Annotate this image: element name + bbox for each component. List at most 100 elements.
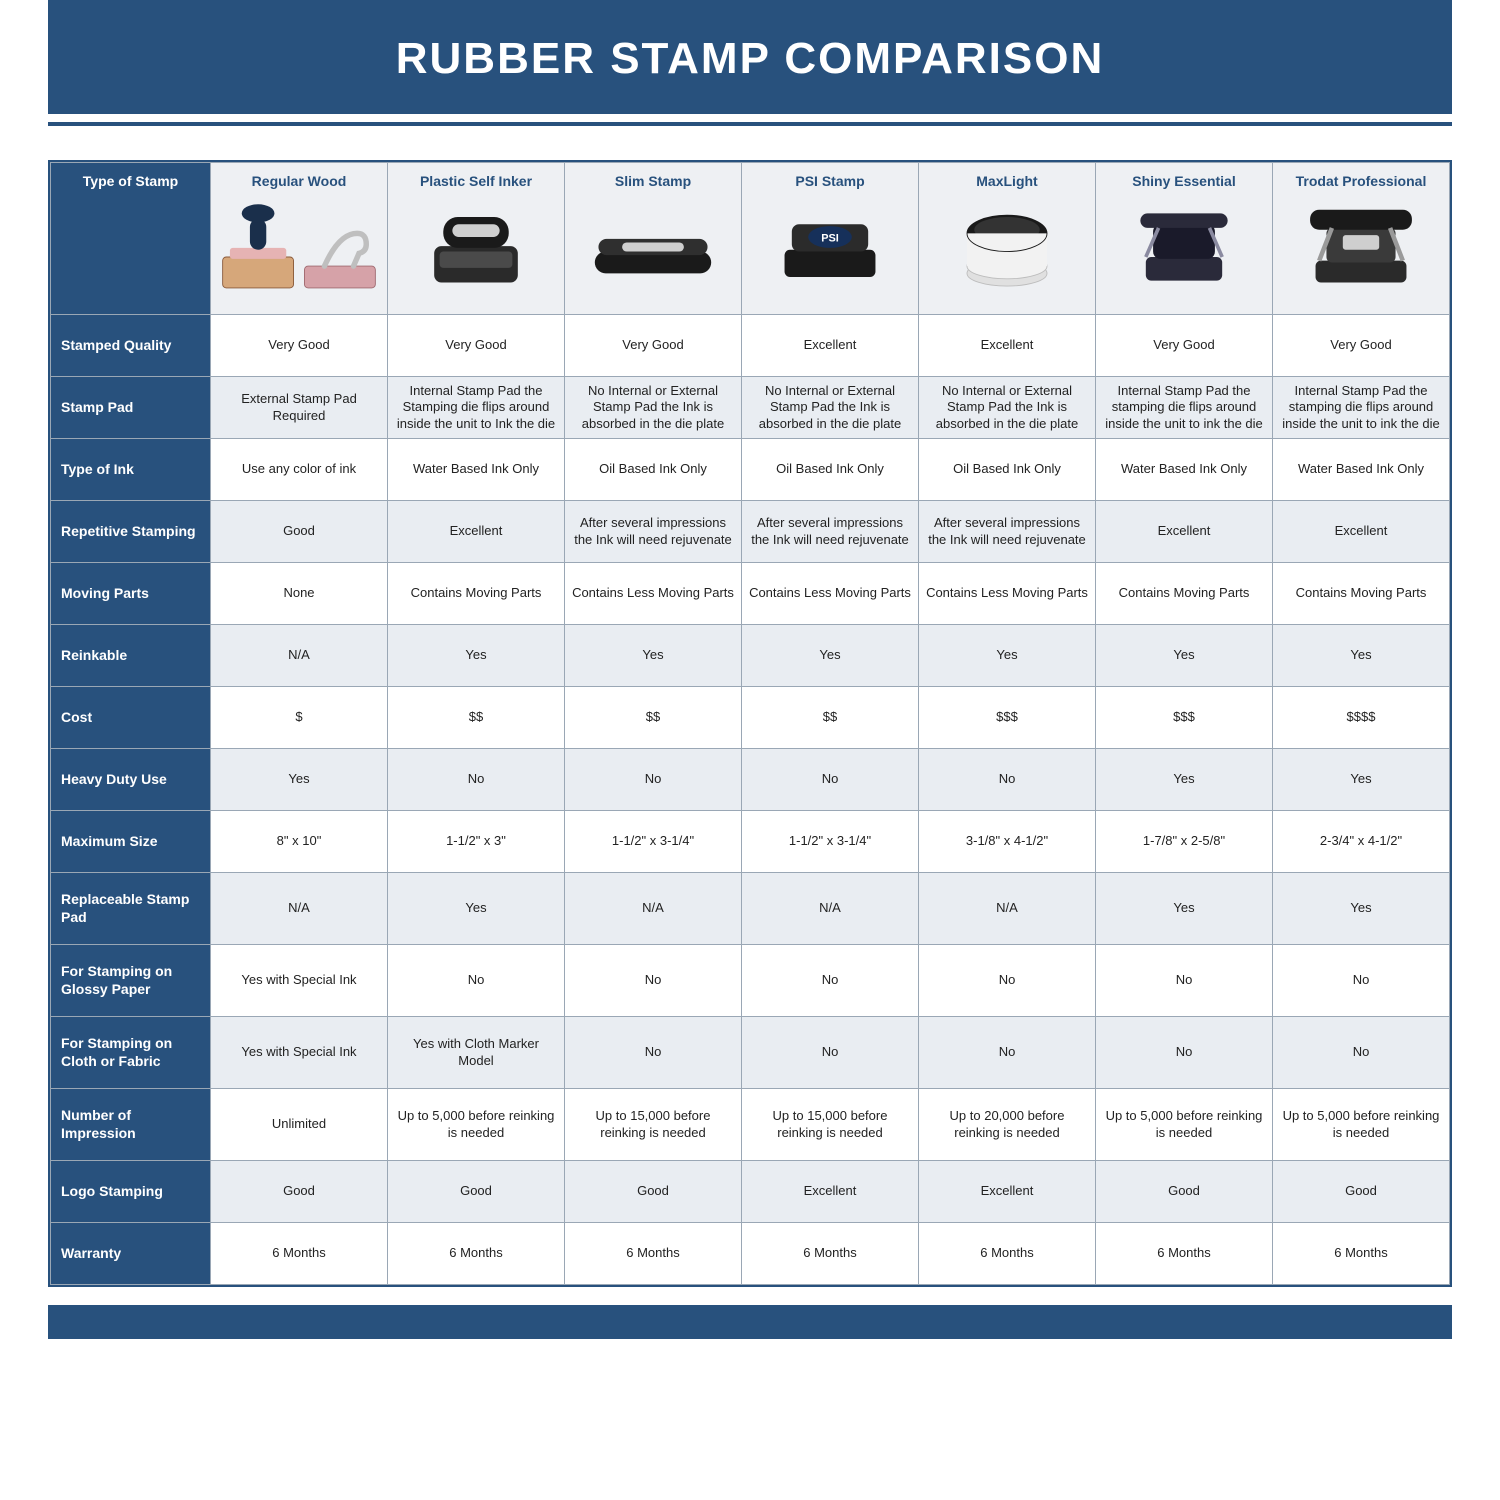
table-cell: N/A [742,873,919,945]
row-label-type-of-stamp: Type of Stamp [51,163,211,315]
row-label: For Stamping on Glossy Paper [51,945,211,1017]
table-cell: Contains Less Moving Parts [565,563,742,625]
col-header-psi-stamp: PSI Stamp PSI [742,163,919,315]
table-cell: $$ [742,687,919,749]
table-cell: No [919,1017,1096,1089]
table-row: For Stamping on Glossy PaperYes with Spe… [51,945,1450,1017]
table-row: Logo StampingGoodGoodGoodExcellentExcell… [51,1161,1450,1223]
table-cell: Up to 5,000 before reinking is needed [1273,1089,1450,1161]
row-label: Moving Parts [51,563,211,625]
table-row: For Stamping on Cloth or Fabric Yes with … [51,1017,1450,1089]
table-cell: No [388,945,565,1017]
table-cell: Excellent [388,501,565,563]
table-row: Repetitive StampingGoodExcellentAfter se… [51,501,1450,563]
table-cell: Yes [1096,749,1273,811]
table-cell: Excellent [919,1161,1096,1223]
psi-stamp-icon: PSI [746,197,914,307]
table-cell: Unlimited [211,1089,388,1161]
row-label: For Stamping on Cloth or Fabric [51,1017,211,1089]
col-header-trodat-professional: Trodat Professional [1273,163,1450,315]
row-label: Replaceable Stamp Pad [51,873,211,945]
table-cell: Up to 5,000 before reinking is needed [1096,1089,1273,1161]
page-title: RUBBER STAMP COMPARISON [48,0,1452,114]
table-cell: 6 Months [919,1223,1096,1285]
table-cell: 1-1/2" x 3-1/4" [565,811,742,873]
table-cell: 6 Months [742,1223,919,1285]
table-cell: Internal Stamp Pad the Stamping die flip… [388,377,565,439]
row-label: Warranty [51,1223,211,1285]
table-cell: Yes [1096,873,1273,945]
table-cell: Yes [1273,625,1450,687]
table-cell: 8" x 10" [211,811,388,873]
table-cell: Contains Moving Parts [388,563,565,625]
table-cell: Yes with Special Ink [211,945,388,1017]
maxlight-icon [923,197,1091,307]
table-row: Maximum Size8" x 10"1-1/2" x 3"1-1/2" x … [51,811,1450,873]
table-cell: 6 Months [1096,1223,1273,1285]
table-cell: No Internal or External Stamp Pad the In… [742,377,919,439]
table-row: Cost$$$$$$$$$$$$$$$$$ [51,687,1450,749]
table-cell: After several impressions the Ink will n… [565,501,742,563]
table-row: Replaceable Stamp PadN/AYesN/AN/AN/AYesY… [51,873,1450,945]
table-cell: Good [565,1161,742,1223]
table-cell: $$$$ [1273,687,1450,749]
table-cell: No [1273,945,1450,1017]
table-cell: Water Based Ink Only [388,439,565,501]
table-cell: Yes [919,625,1096,687]
table-cell: Contains Moving Parts [1273,563,1450,625]
table-cell: External Stamp Pad Required [211,377,388,439]
table-cell: No [1273,1017,1450,1089]
col-header-shiny-essential: Shiny Essential [1096,163,1273,315]
table-cell: $$ [565,687,742,749]
table-cell: Excellent [1273,501,1450,563]
trodat-professional-icon [1277,197,1445,307]
row-label: Stamp Pad [51,377,211,439]
col-header-maxlight: MaxLight [919,163,1096,315]
table-cell: N/A [211,873,388,945]
shiny-essential-icon [1100,197,1268,307]
table-cell: N/A [919,873,1096,945]
comparison-table-wrap: Type of Stamp Regular Wood [48,160,1452,1287]
table-cell: Very Good [211,315,388,377]
table-cell: Yes with Cloth Marker Model [388,1017,565,1089]
col-header-plastic-self-inker: Plastic Self Inker [388,163,565,315]
table-cell: Yes [211,749,388,811]
table-cell: N/A [211,625,388,687]
table-cell: No Internal or External Stamp Pad the In… [565,377,742,439]
table-cell: Very Good [565,315,742,377]
table-cell: 1-1/2" x 3" [388,811,565,873]
table-cell: Contains Less Moving Parts [919,563,1096,625]
table-cell: $$ [388,687,565,749]
table-cell: Yes [1273,749,1450,811]
col-header-slim-stamp: Slim Stamp [565,163,742,315]
table-cell: No [565,749,742,811]
row-label: Stamped Quality [51,315,211,377]
table-cell: $ [211,687,388,749]
table-cell: Contains Moving Parts [1096,563,1273,625]
title-separator [48,122,1452,126]
row-label: Cost [51,687,211,749]
table-cell: 1-7/8" x 2-5/8" [1096,811,1273,873]
table-row: Type of InkUse any color of inkWater Bas… [51,439,1450,501]
table-cell: Internal Stamp Pad the stamping die flip… [1273,377,1450,439]
table-cell: N/A [565,873,742,945]
table-cell: No [742,749,919,811]
table-cell: Water Based Ink Only [1096,439,1273,501]
row-label: Reinkable [51,625,211,687]
header-row: Type of Stamp Regular Wood [51,163,1450,315]
table-row: Stamp PadExternal Stamp Pad RequiredInte… [51,377,1450,439]
row-label: Logo Stamping [51,1161,211,1223]
table-cell: After several impressions the Ink will n… [742,501,919,563]
table-cell: Excellent [742,1161,919,1223]
table-cell: 6 Months [565,1223,742,1285]
table-row: Warranty6 Months6 Months6 Months6 Months… [51,1223,1450,1285]
regular-wood-icon [215,197,383,307]
table-cell: 3-1/8" x 4-1/2" [919,811,1096,873]
table-cell: Up to 15,000 before reinking is needed [742,1089,919,1161]
table-cell: Oil Based Ink Only [919,439,1096,501]
row-label: Repetitive Stamping [51,501,211,563]
table-cell: No [742,945,919,1017]
table-cell: Excellent [1096,501,1273,563]
table-cell: $$$ [1096,687,1273,749]
table-cell: 1-1/2" x 3-1/4" [742,811,919,873]
